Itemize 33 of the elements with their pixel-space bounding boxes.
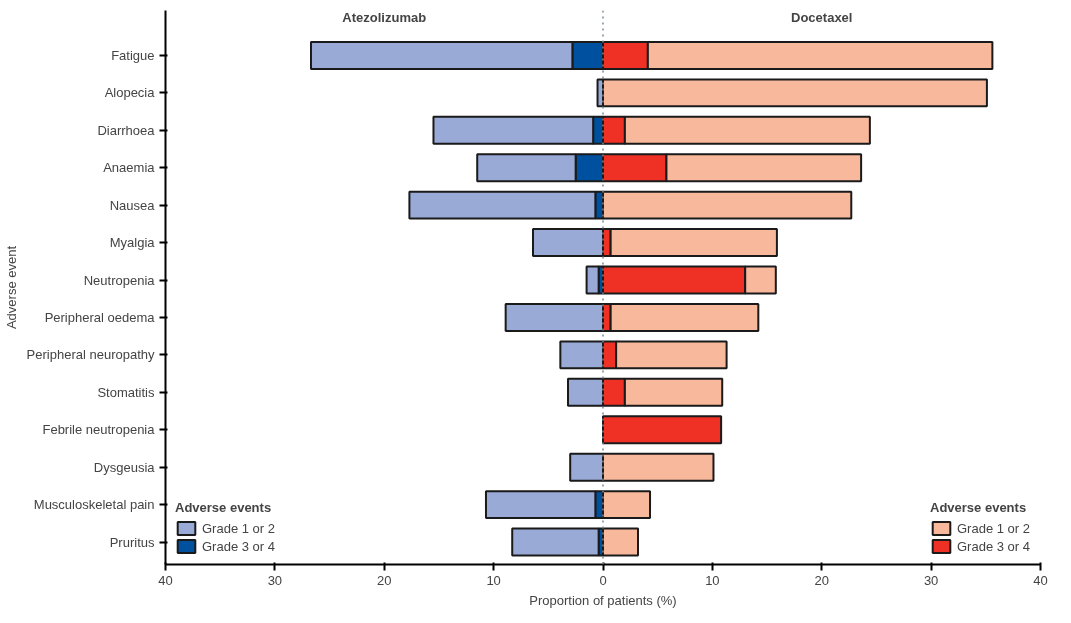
y-tick-label: Stomatitis: [97, 384, 155, 400]
y-tick-label: Pruritus: [109, 534, 155, 550]
x-tick-label: 10: [486, 572, 501, 588]
y-tick-label: Anaemia: [103, 160, 156, 176]
legend-label: Grade 3 or 4: [202, 538, 275, 554]
y-tick-label: Peripheral neuropathy: [26, 347, 155, 363]
x-tick-label: 40: [1033, 572, 1048, 588]
text: Adverse events: [930, 500, 1027, 515]
y-tick-label: Nausea: [109, 197, 156, 213]
legend-label: Grade 1 or 2: [957, 520, 1030, 536]
y-axis-title: Adverse event: [3, 245, 19, 330]
x-tick-label: 30: [923, 572, 939, 588]
y-tick-label: Diarrhoea: [97, 122, 156, 138]
x-tick-label: 40: [158, 572, 173, 588]
y-tick-label: Fatigue: [111, 47, 155, 63]
x-tick-label: 0: [599, 572, 607, 588]
y-tick-label: Peripheral oedema: [44, 309, 156, 325]
y-tick-label: Dysgeusia: [93, 459, 156, 475]
y-tick-label: Musculoskeletal pain: [33, 497, 155, 513]
x-axis-title: Proportion of patients (%): [529, 592, 677, 608]
legend-label: Grade 1 or 2: [202, 520, 275, 536]
x-tick-label: 20: [814, 572, 829, 588]
y-tick-label: Neutropenia: [83, 272, 156, 288]
y-tick-label: Alopecia: [104, 85, 156, 101]
y-tick-label: Febrile neutropenia: [42, 422, 156, 438]
annotation: Atezolizumab: [342, 10, 427, 26]
y-tick-label: Myalgia: [109, 235, 156, 251]
legend-label: Grade 3 or 4: [957, 538, 1030, 554]
x-tick-label: 10: [705, 572, 720, 588]
x-tick-label: 20: [377, 572, 392, 588]
annotation: Docetaxel: [791, 10, 853, 26]
legend-title: Adverse events: [175, 500, 273, 515]
x-tick-label: 30: [267, 572, 283, 588]
